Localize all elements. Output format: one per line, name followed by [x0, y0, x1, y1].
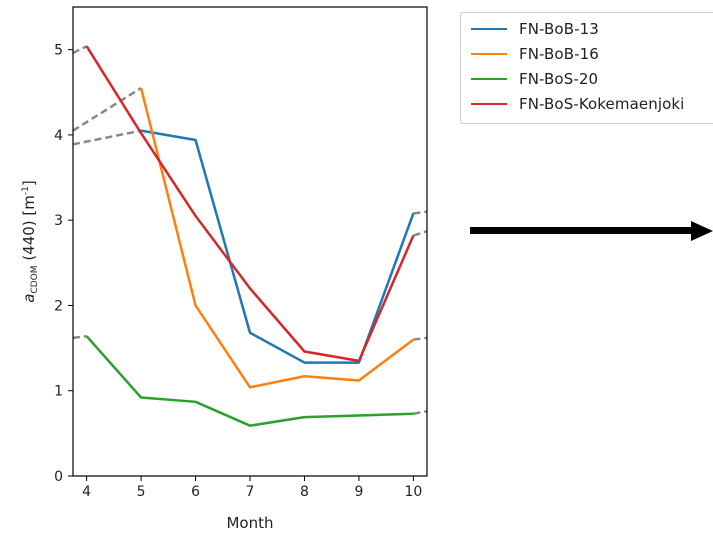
y-axis-label-symbol: a: [20, 294, 38, 303]
series-line: [139, 87, 415, 389]
extrapolation-line: [72, 334, 87, 340]
legend-label: FN-BoS-20: [519, 70, 599, 88]
right-arrow-icon: [470, 221, 713, 241]
y-axis-label: aCDOM (440) [m-1]: [20, 180, 40, 302]
y-tick-label: 2: [54, 298, 63, 314]
series-line: [85, 45, 415, 363]
legend-label: FN-BoB-13: [519, 20, 599, 38]
extrapolation-line: [413, 210, 428, 215]
extrapolation-line: [413, 409, 428, 415]
y-tick-label: 4: [54, 128, 63, 144]
y-axis-label-text: (440) [m: [20, 195, 38, 265]
extrapolation-line: [413, 336, 428, 341]
legend-label: FN-BoB-16: [519, 45, 599, 63]
legend-label: FN-BoS-Kokemaenjoki: [519, 95, 685, 113]
series-line: [85, 335, 414, 427]
legend-item: FN-BoS-Kokemaenjoki: [471, 92, 684, 116]
x-tick-label: 8: [300, 484, 309, 500]
extrapolation-line: [72, 45, 88, 55]
y-tick-label: 0: [54, 469, 63, 485]
y-tick-label: 3: [54, 213, 63, 229]
y-tick-label: 5: [54, 43, 63, 59]
legend-item: FN-BoB-13: [471, 17, 599, 41]
extrapolation-lines: [72, 45, 428, 415]
series-lines: [85, 45, 415, 427]
extrapolation-line: [413, 230, 428, 237]
legend-item: FN-BoS-20: [471, 67, 598, 91]
legend-swatch: [471, 28, 507, 30]
legend-item: FN-BoB-16: [471, 42, 599, 66]
y-tick-label: 1: [54, 384, 63, 400]
y-axis-label-subscript: CDOM: [30, 265, 40, 293]
extrapolation-line: [72, 129, 142, 146]
extrapolation-line: [72, 86, 142, 132]
y-axis-label-superscript: -1: [21, 186, 31, 195]
x-tick-label: 6: [191, 484, 200, 500]
legend-swatch: [471, 53, 507, 55]
plot-area: [72, 6, 428, 477]
legend: FN-BoB-13 FN-BoB-16 FN-BoS-20 FN-BoS-Kok…: [460, 12, 713, 124]
x-axis-label: Month: [226, 514, 273, 532]
x-tick-label: 7: [246, 484, 255, 500]
legend-swatch: [471, 103, 507, 105]
legend-swatch: [471, 78, 507, 80]
x-tick-label: 5: [137, 484, 146, 500]
x-tick-label: 9: [354, 484, 363, 500]
y-axis-label-close: ]: [20, 180, 38, 186]
x-tick-label: 4: [82, 484, 91, 500]
axis-ticks: 4 5 6 7 8 9 10 0 1 2 3 4 5: [54, 43, 422, 500]
x-tick-label: 10: [404, 484, 422, 500]
